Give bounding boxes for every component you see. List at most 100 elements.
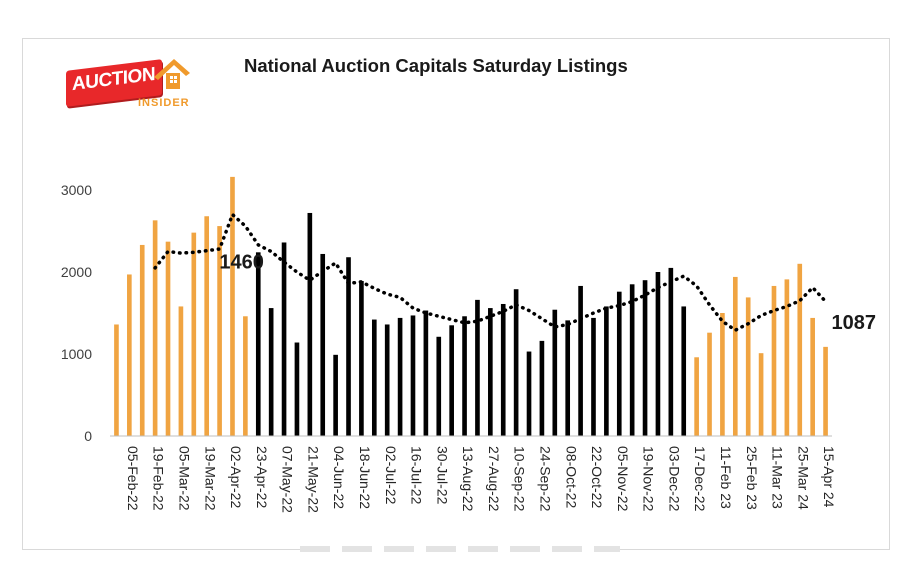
bar bbox=[539, 340, 545, 436]
bar bbox=[526, 351, 532, 436]
data-label: 1460 bbox=[219, 251, 264, 273]
footer-strip bbox=[300, 546, 620, 552]
x-tick-label: 05-Nov-22 bbox=[615, 446, 631, 512]
bar bbox=[449, 325, 454, 436]
x-tick-label: 10-Sep-22 bbox=[512, 446, 528, 512]
bar bbox=[629, 284, 635, 436]
bar bbox=[771, 285, 777, 436]
bar bbox=[371, 319, 377, 436]
bar bbox=[810, 317, 815, 436]
bar bbox=[475, 299, 480, 436]
logo-sub-text: INSIDER bbox=[138, 97, 190, 109]
bar bbox=[152, 220, 158, 436]
bar bbox=[500, 303, 506, 436]
bar bbox=[513, 289, 519, 436]
bar bbox=[694, 357, 699, 436]
bars bbox=[114, 176, 828, 436]
bar bbox=[552, 309, 558, 436]
bar bbox=[707, 332, 712, 436]
x-tick-label: 19-Mar-22 bbox=[202, 446, 218, 511]
x-axis: 05-Feb-22 19-Feb-22 05-Mar-22 19-Mar-22 02-A… bbox=[125, 446, 837, 513]
bar bbox=[114, 324, 119, 436]
x-tick-label: 16-Jul-22 bbox=[409, 446, 425, 505]
y-tick-label: 1000 bbox=[61, 346, 92, 362]
x-tick-label: 27-Aug-22 bbox=[486, 446, 502, 512]
bar bbox=[565, 320, 571, 436]
bar bbox=[745, 297, 751, 436]
bar bbox=[642, 280, 648, 436]
x-tick-label: 17-Dec-22 bbox=[692, 446, 708, 512]
bar bbox=[823, 346, 828, 436]
house-roof-icon bbox=[154, 59, 190, 89]
x-tick-label: 30-Jul-22 bbox=[434, 446, 450, 505]
x-tick-label: 21-May-22 bbox=[305, 446, 321, 513]
x-tick-label: 07-May-22 bbox=[280, 446, 296, 513]
bar bbox=[758, 353, 764, 436]
x-tick-label: 19-Feb-22 bbox=[151, 446, 167, 511]
y-tick-label: 2000 bbox=[61, 264, 92, 280]
bar bbox=[294, 342, 300, 436]
bar bbox=[784, 279, 790, 436]
bar bbox=[397, 317, 403, 436]
x-tick-label: 03-Dec-22 bbox=[666, 446, 682, 512]
data-label: 1087 bbox=[832, 312, 877, 334]
bar bbox=[165, 241, 171, 436]
bar bbox=[384, 324, 390, 436]
bar bbox=[591, 317, 596, 436]
y-tick-label: 0 bbox=[84, 428, 92, 444]
bar bbox=[333, 354, 338, 436]
bar bbox=[359, 281, 364, 436]
bar bbox=[346, 257, 351, 436]
bar bbox=[797, 263, 803, 436]
x-tick-label: 15-Apr 24 bbox=[821, 446, 837, 508]
x-tick-label: 23-Apr-22 bbox=[254, 446, 270, 508]
bar bbox=[204, 216, 210, 436]
bar bbox=[462, 316, 467, 436]
x-tick-label: 05-Feb-22 bbox=[125, 446, 141, 511]
bar bbox=[191, 232, 197, 436]
x-tick-label: 18-Jun-22 bbox=[357, 446, 373, 509]
x-tick-label: 04-Jun-22 bbox=[331, 446, 347, 509]
bar bbox=[268, 308, 274, 436]
bar bbox=[488, 308, 493, 436]
bar bbox=[243, 316, 248, 436]
x-tick-label: 08-Oct-22 bbox=[563, 446, 579, 508]
bar bbox=[668, 267, 674, 436]
x-tick-label: 05-Mar-22 bbox=[176, 446, 192, 511]
x-tick-label: 02-Apr-22 bbox=[228, 446, 244, 508]
bar bbox=[423, 310, 429, 436]
x-tick-label: 25-Mar 24 bbox=[795, 446, 811, 510]
y-axis: 0 1000 2000 3000 bbox=[61, 182, 92, 444]
bar bbox=[655, 272, 661, 436]
bar bbox=[139, 244, 145, 436]
bar bbox=[604, 306, 609, 436]
x-tick-label: 11-Mar 23 bbox=[770, 446, 786, 509]
x-tick-label: 13-Aug-22 bbox=[460, 446, 476, 512]
bar bbox=[320, 253, 326, 436]
bar bbox=[178, 306, 184, 436]
bar bbox=[127, 274, 132, 436]
annotations: 1460 1087 bbox=[219, 251, 876, 334]
bar bbox=[681, 306, 687, 436]
bar bbox=[732, 276, 738, 436]
bar bbox=[578, 285, 583, 436]
bar bbox=[230, 176, 235, 436]
bar bbox=[616, 291, 622, 436]
x-tick-label: 22-Oct-22 bbox=[589, 446, 605, 508]
y-tick-label: 3000 bbox=[61, 182, 92, 198]
x-tick-label: 19-Nov-22 bbox=[641, 446, 657, 512]
bar bbox=[720, 313, 725, 436]
bar bbox=[307, 212, 313, 436]
bar bbox=[217, 226, 222, 436]
x-tick-label: 11-Feb 23 bbox=[718, 446, 734, 509]
bar bbox=[255, 252, 261, 436]
bar bbox=[281, 242, 287, 436]
auction-insider-logo: AUCTION INSIDER bbox=[64, 55, 200, 113]
x-tick-label: 24-Sep-22 bbox=[537, 446, 553, 512]
x-tick-label: 25-Feb 23 bbox=[744, 446, 760, 510]
bar bbox=[410, 315, 416, 436]
bar bbox=[436, 336, 442, 436]
x-tick-label: 02-Jul-22 bbox=[383, 446, 399, 505]
chart-title: National Auction Capitals Saturday Listi… bbox=[244, 55, 628, 76]
